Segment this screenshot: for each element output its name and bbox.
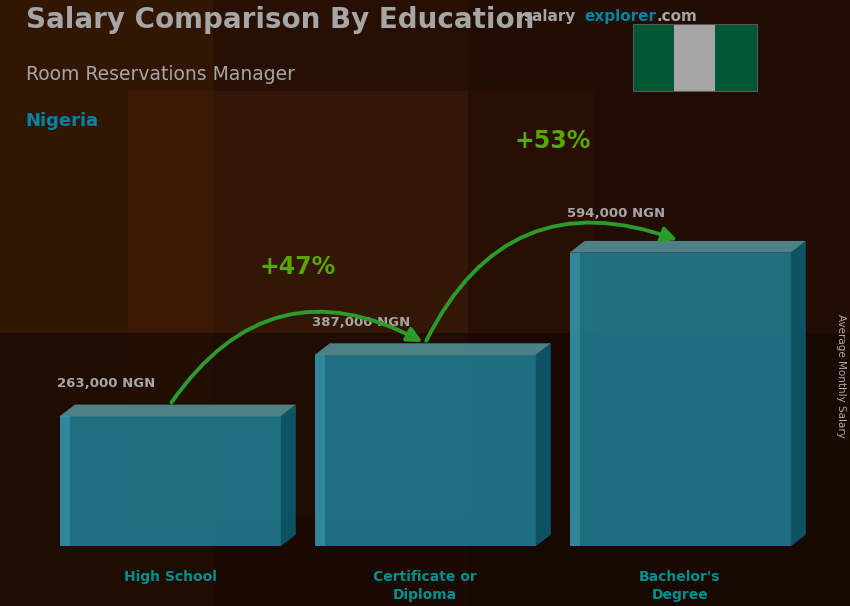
Text: Average Monthly Salary: Average Monthly Salary: [836, 314, 846, 438]
Text: High School: High School: [123, 570, 217, 584]
Polygon shape: [60, 405, 296, 416]
Text: Nigeria: Nigeria: [26, 112, 99, 130]
Text: 263,000 NGN: 263,000 NGN: [57, 377, 156, 390]
Polygon shape: [536, 344, 551, 547]
Text: Bachelor's
Degree: Bachelor's Degree: [639, 570, 721, 602]
Text: 387,000 NGN: 387,000 NGN: [312, 316, 411, 328]
Text: salary: salary: [523, 9, 575, 24]
Polygon shape: [60, 416, 70, 547]
Polygon shape: [716, 24, 756, 91]
Polygon shape: [280, 405, 296, 547]
Text: Room Reservations Manager: Room Reservations Manager: [26, 65, 294, 84]
Polygon shape: [570, 253, 790, 547]
Polygon shape: [60, 416, 280, 547]
Polygon shape: [633, 24, 674, 91]
Polygon shape: [790, 241, 806, 547]
Polygon shape: [674, 24, 716, 91]
Text: explorer: explorer: [584, 9, 656, 24]
Polygon shape: [314, 355, 325, 547]
Text: +53%: +53%: [514, 129, 591, 153]
Polygon shape: [570, 253, 580, 547]
Polygon shape: [314, 344, 551, 355]
Polygon shape: [570, 241, 806, 253]
Text: +47%: +47%: [259, 255, 336, 279]
Polygon shape: [314, 355, 536, 547]
Text: Certificate or
Diploma: Certificate or Diploma: [373, 570, 477, 602]
Text: .com: .com: [656, 9, 697, 24]
Text: 594,000 NGN: 594,000 NGN: [567, 207, 666, 221]
Text: Salary Comparison By Education: Salary Comparison By Education: [26, 6, 534, 34]
